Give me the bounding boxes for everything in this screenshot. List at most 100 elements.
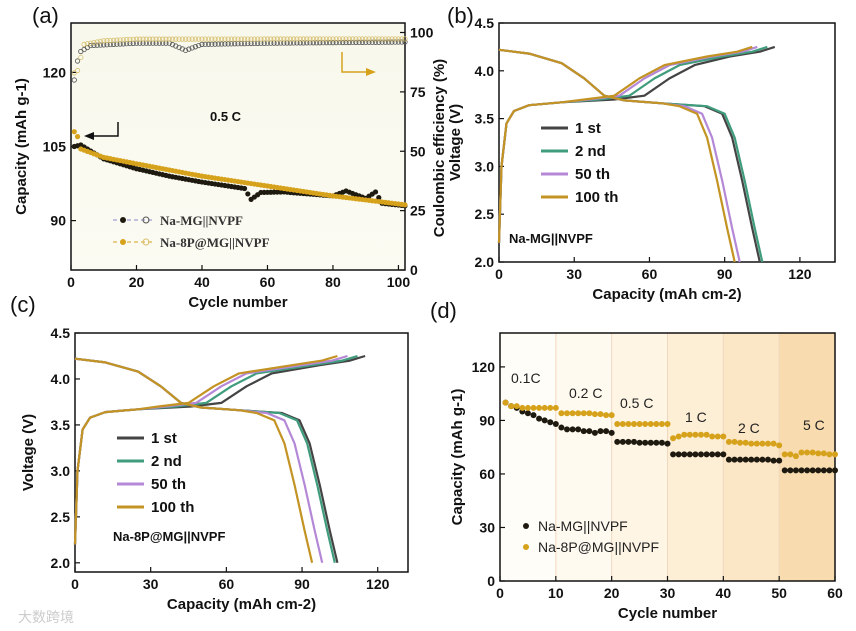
panel-label: (c)	[10, 292, 36, 317]
x-axis-label: Cycle number	[618, 605, 717, 622]
ce-point-mg	[333, 39, 339, 46]
rate-label: 0.5 C	[620, 395, 653, 411]
rate-point-8p	[508, 403, 515, 410]
ce-point-mg	[176, 44, 182, 51]
x-tick-label: 120	[788, 266, 812, 282]
rate-point-mg	[809, 467, 816, 474]
legend-label: 2 nd	[151, 453, 182, 470]
capacity-point-8p	[74, 134, 81, 140]
rate-point-8p	[636, 420, 643, 427]
ce-point-8p	[395, 36, 402, 42]
ce-point-8p	[245, 36, 251, 42]
rate-point-mg	[547, 419, 554, 426]
panel-b: (b) 0 30 60 90 120 2.0 2.5 3.0 3.5 4.0 4.5 Capacity …	[447, 3, 836, 303]
x-tick-label: 20	[604, 585, 620, 601]
rate-point-mg	[826, 467, 833, 474]
ce-point-8p	[78, 54, 84, 61]
rate-band	[500, 333, 556, 581]
ce-point-mg	[386, 39, 392, 45]
ce-point-8p	[110, 37, 117, 43]
y-axis-label: Capacity (mAh g-1)	[449, 389, 466, 526]
ce-point-mg	[74, 58, 81, 64]
rate-point-mg	[753, 456, 760, 463]
rate-point-mg	[653, 439, 660, 446]
y-tick-label: 3.5	[51, 417, 71, 433]
rate-point-8p	[653, 420, 660, 427]
rate-point-mg	[647, 439, 654, 446]
rate-point-8p	[815, 450, 822, 457]
y-tick-label: 2.0	[51, 555, 71, 571]
ce-point-mg	[350, 39, 356, 46]
right-axis-arrow	[341, 52, 367, 73]
ce-point-mg	[186, 46, 192, 52]
ce-point-8p	[219, 36, 225, 42]
rate-point-mg	[580, 428, 587, 435]
y-right-tick-label: 0	[410, 262, 418, 278]
rate-point-8p	[748, 440, 755, 447]
legend-label: 50 th	[575, 166, 610, 183]
y-tick-label: 120	[43, 64, 67, 80]
rate-point-mg	[759, 456, 766, 463]
rate-point-8p	[569, 410, 576, 417]
ce-point-mg	[392, 39, 398, 45]
ce-point-mg	[330, 40, 336, 46]
rate-point-8p	[770, 440, 777, 447]
ce-point-mg	[340, 39, 346, 46]
rate-point-mg	[614, 438, 621, 445]
rate-point-8p	[564, 410, 570, 417]
ce-point-8p	[238, 36, 244, 42]
rate-point-8p	[765, 440, 771, 447]
rate-point-mg	[658, 439, 665, 446]
ce-point-mg	[297, 40, 303, 46]
ce-point-mg	[94, 42, 100, 48]
y-right-tick-label: 75	[410, 84, 426, 100]
cell-annotation: Na-8P@MG||NVPF	[113, 529, 225, 544]
charge-curve-50th	[497, 45, 758, 243]
legend-label: Na-MG||NVPF	[538, 518, 628, 534]
rate-point-8p	[792, 453, 799, 460]
ce-point-8p	[402, 36, 408, 42]
ce-point-8p	[81, 41, 87, 47]
ce-point-mg	[382, 39, 388, 45]
ce-point-8p	[189, 36, 195, 42]
ce-point-mg	[222, 41, 228, 47]
rate-point-8p	[513, 403, 520, 410]
y-right-axis-label: Coulombic efficiency (%)	[431, 59, 448, 237]
legend-marker-filled	[120, 239, 126, 245]
ce-point-8p	[232, 36, 238, 42]
ce-point-8p	[277, 36, 284, 42]
rate-point-8p	[552, 404, 559, 411]
ce-point-8p	[241, 36, 248, 42]
rate-point-8p	[709, 433, 716, 440]
ce-point-8p	[343, 36, 349, 42]
plot-frame	[74, 332, 409, 573]
rate-point-8p	[798, 449, 805, 456]
rate-point-8p	[725, 438, 732, 445]
ce-point-mg	[402, 39, 408, 45]
ce-point-8p	[294, 36, 300, 42]
plot-frame	[498, 22, 836, 263]
ce-point-mg	[225, 41, 231, 47]
ce-point-8p	[163, 36, 169, 42]
discharge-curve-100th	[74, 357, 314, 564]
ce-point-8p	[101, 38, 107, 44]
ce-point-mg	[88, 42, 94, 49]
ce-point-8p	[340, 36, 346, 42]
x-tick-label: 10	[548, 585, 564, 601]
rate-point-8p	[826, 451, 833, 458]
rate-point-mg	[569, 426, 576, 433]
ce-point-8p	[317, 36, 323, 42]
rate-point-8p	[731, 438, 738, 445]
rate-band	[611, 333, 668, 581]
ce-point-8p	[382, 36, 388, 42]
ce-point-8p	[186, 36, 192, 42]
ce-point-8p	[268, 36, 274, 42]
rate-point-8p	[619, 420, 626, 427]
x-tick-label: 120	[366, 576, 390, 592]
ce-point-8p	[176, 36, 182, 42]
ce-point-8p	[284, 36, 290, 42]
x-axis-label: Capacity (mAh cm-2)	[167, 596, 316, 613]
ce-point-8p	[140, 36, 146, 42]
rate-point-8p	[631, 420, 637, 427]
rate-point-mg	[597, 428, 604, 435]
